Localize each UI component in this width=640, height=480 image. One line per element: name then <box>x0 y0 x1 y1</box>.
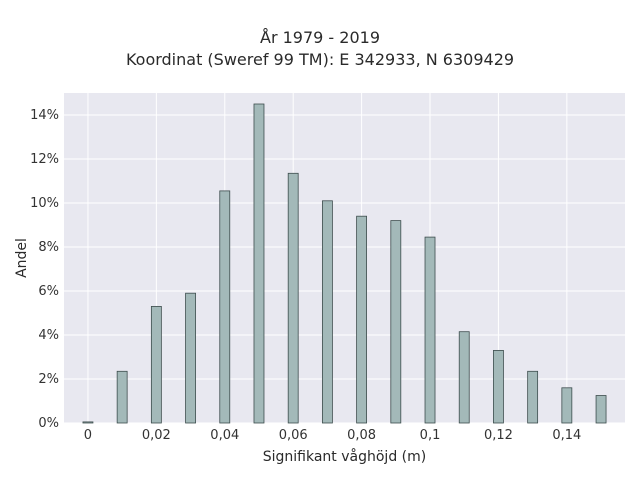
y-tick-label: 6% <box>38 284 59 299</box>
bars <box>82 103 607 424</box>
x-tick-label: 0,06 <box>279 428 308 443</box>
bar <box>424 236 436 424</box>
bar <box>287 172 299 424</box>
y-axis-title: Andel <box>14 238 30 278</box>
bar <box>253 103 265 424</box>
chart-title-line-2: Koordinat (Sweref 99 TM): E 342933, N 63… <box>125 50 515 69</box>
bar <box>390 220 402 424</box>
bar <box>185 292 196 424</box>
y-tick-label: 10% <box>30 196 59 211</box>
bar <box>458 331 470 424</box>
y-tick-label: 14% <box>30 108 59 123</box>
y-tick-label: 0% <box>38 416 59 431</box>
x-tick-label: 0,02 <box>142 428 171 443</box>
bar <box>219 190 231 424</box>
x-tick-label: 0,04 <box>210 428 239 443</box>
plot-background <box>64 93 625 423</box>
bar <box>595 395 607 424</box>
x-tick-label: 0,08 <box>347 428 376 443</box>
y-tick-label: 12% <box>30 152 59 167</box>
x-tick-label: 0,1 <box>420 428 441 443</box>
bar <box>116 370 128 424</box>
y-tick-labels: 0% 2% 4% 6% 8% 10% 12% 14% <box>30 108 59 431</box>
bar <box>321 200 333 424</box>
y-tick-label: 4% <box>38 328 59 343</box>
chart-title-line-1: År 1979 - 2019 <box>260 28 380 47</box>
x-tick-label: 0 <box>84 428 92 443</box>
x-tick-label: 0,12 <box>484 428 513 443</box>
x-tick-labels: 0 0,02 0,04 0,06 0,08 0,1 0,12 0,14 <box>84 428 582 443</box>
x-axis-title: Signifikant våghöjd (m) <box>263 448 426 465</box>
bar <box>527 370 539 424</box>
y-tick-label: 8% <box>38 240 59 255</box>
y-tick-label: 2% <box>38 372 59 387</box>
bar <box>82 421 94 424</box>
bar <box>561 387 573 424</box>
bar <box>493 349 504 424</box>
x-tick-label: 0,14 <box>552 428 581 443</box>
bar <box>356 215 368 424</box>
bar <box>150 305 162 424</box>
